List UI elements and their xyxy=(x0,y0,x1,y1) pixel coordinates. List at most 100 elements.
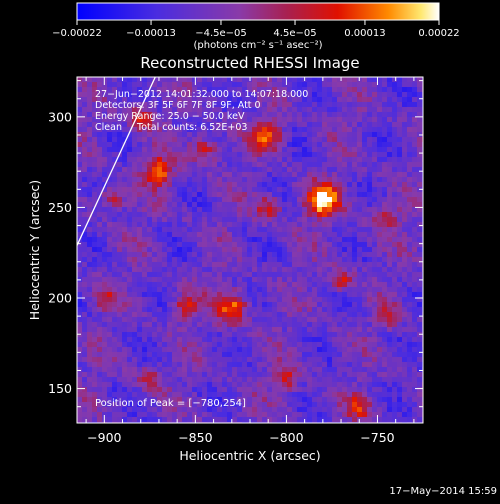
heatmap-cell xyxy=(347,97,352,102)
heatmap-cell xyxy=(302,217,307,222)
heatmap-cell xyxy=(127,222,132,227)
heatmap-cell xyxy=(277,212,282,217)
heatmap-cell xyxy=(107,357,112,362)
heatmap-cell xyxy=(112,307,117,312)
heatmap-cell xyxy=(127,187,132,192)
heatmap-cell xyxy=(132,142,137,147)
heatmap-cell xyxy=(202,377,207,382)
heatmap-cell xyxy=(312,307,317,312)
heatmap-cell xyxy=(327,332,332,337)
heatmap-cell xyxy=(322,392,327,397)
heatmap-cell xyxy=(227,412,232,417)
heatmap-cell xyxy=(352,292,357,297)
heatmap-cell xyxy=(297,317,302,322)
heatmap-cell xyxy=(317,352,322,357)
heatmap-cell xyxy=(277,312,282,317)
heatmap-cell xyxy=(142,417,147,422)
heatmap-cell xyxy=(152,272,157,277)
heatmap-cell xyxy=(252,397,257,402)
heatmap-cell xyxy=(327,382,332,387)
heatmap-cell xyxy=(197,417,202,422)
heatmap-cell xyxy=(357,112,362,117)
heatmap-cell xyxy=(367,347,372,352)
heatmap-cell xyxy=(387,402,392,407)
heatmap-cell xyxy=(382,197,387,202)
heatmap-cell xyxy=(287,172,292,177)
heatmap-cell xyxy=(232,77,237,82)
heatmap-cell xyxy=(237,77,242,82)
heatmap-cell xyxy=(112,372,117,377)
heatmap-cell xyxy=(282,287,287,292)
heatmap-cell xyxy=(107,237,112,242)
heatmap-cell xyxy=(382,382,387,387)
heatmap-cell xyxy=(137,182,142,187)
heatmap-cell xyxy=(212,302,217,307)
heatmap-cell xyxy=(172,157,177,162)
heatmap-cell xyxy=(202,197,207,202)
heatmap-cell xyxy=(112,207,117,212)
heatmap-cell xyxy=(137,392,142,397)
heatmap-cell xyxy=(367,172,372,177)
heatmap-cell xyxy=(202,297,207,302)
heatmap-cell xyxy=(417,197,422,202)
heatmap-cell xyxy=(352,137,357,142)
heatmap-cell xyxy=(367,307,372,312)
heatmap-cell xyxy=(287,187,292,192)
heatmap-cell xyxy=(237,202,242,207)
heatmap-cell xyxy=(407,217,412,222)
heatmap-cell xyxy=(312,187,317,192)
heatmap-cell xyxy=(132,232,137,237)
heatmap-cell xyxy=(397,367,402,372)
heatmap-cell xyxy=(357,187,362,192)
heatmap-cell xyxy=(122,187,127,192)
heatmap-cell xyxy=(162,217,167,222)
heatmap-cell xyxy=(252,127,257,132)
heatmap-cell xyxy=(157,137,162,142)
heatmap-cell xyxy=(132,377,137,382)
heatmap-cell xyxy=(122,332,127,337)
heatmap-cell xyxy=(397,312,402,317)
heatmap-cell xyxy=(312,227,317,232)
heatmap-cell xyxy=(152,357,157,362)
heatmap-cell xyxy=(407,402,412,407)
heatmap-cell xyxy=(237,417,242,422)
heatmap-cell xyxy=(337,247,342,252)
heatmap-cell xyxy=(297,227,302,232)
heatmap-cell xyxy=(337,242,342,247)
heatmap-cell xyxy=(262,377,267,382)
heatmap-cell xyxy=(312,337,317,342)
heatmap-cell xyxy=(227,387,232,392)
heatmap-cell xyxy=(352,82,357,87)
heatmap-cell xyxy=(247,307,252,312)
heatmap-cell xyxy=(407,277,412,282)
heatmap-cell xyxy=(327,352,332,357)
heatmap-cell xyxy=(322,82,327,87)
heatmap-cell xyxy=(192,377,197,382)
heatmap-cell xyxy=(367,102,372,107)
heatmap-cell xyxy=(312,252,317,257)
heatmap-cell xyxy=(327,157,332,162)
heatmap-cell xyxy=(107,347,112,352)
heatmap-cell xyxy=(237,167,242,172)
heatmap-cell xyxy=(367,387,372,392)
heatmap-cell xyxy=(232,367,237,372)
heatmap-cell xyxy=(242,337,247,342)
heatmap-cell xyxy=(142,227,147,232)
heatmap-cell xyxy=(392,167,397,172)
heatmap-cell xyxy=(127,82,132,87)
heatmap-cell xyxy=(262,362,267,367)
heatmap-cell xyxy=(412,282,417,287)
heatmap-cell xyxy=(377,132,382,137)
heatmap-cell xyxy=(302,237,307,242)
heatmap-cell xyxy=(342,147,347,152)
heatmap-cell xyxy=(417,102,422,107)
heatmap-cell xyxy=(102,142,107,147)
heatmap-cell xyxy=(87,207,92,212)
heatmap-cell xyxy=(157,292,162,297)
heatmap-cell xyxy=(232,207,237,212)
heatmap-cell xyxy=(357,347,362,352)
heatmap-cell xyxy=(182,242,187,247)
heatmap-cell xyxy=(282,317,287,322)
heatmap-cell xyxy=(307,212,312,217)
